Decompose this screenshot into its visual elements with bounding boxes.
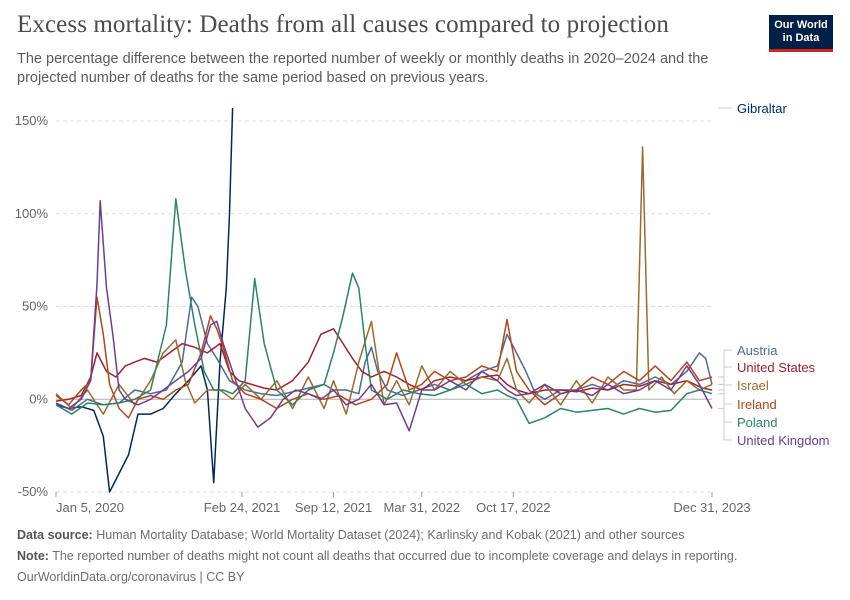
note-label: Note: (17, 549, 49, 563)
series-line-united-states[interactable] (55, 328, 713, 402)
legend-label-ireland[interactable]: Ireland (737, 397, 777, 412)
legend: Gibraltar Austria United States Israel Irela… (718, 101, 830, 448)
x-tick-label: Dec 31, 2023 (673, 500, 750, 515)
x-tick-label: Jan 5, 2020 (56, 500, 124, 515)
x-tick-label: Mar 31, 2022 (384, 500, 461, 515)
legend-connector (718, 366, 732, 391)
grid-lines (56, 120, 712, 493)
chart-title: Excess mortality: Deaths from all causes… (17, 11, 669, 38)
logo-line-2: in Data (782, 32, 820, 44)
owid-logo[interactable]: Our World in Data (769, 15, 833, 52)
series-line-austria[interactable] (55, 296, 713, 412)
source-label: Data source: (17, 528, 93, 542)
series-line-united-kingdom[interactable] (55, 200, 713, 432)
x-tick-label: Feb 24, 2021 (204, 500, 281, 515)
legend-connector (718, 393, 732, 423)
y-tick-label: -50% (18, 484, 49, 499)
legend-label-poland[interactable]: Poland (737, 415, 777, 430)
x-tick-label: Oct 17, 2022 (476, 500, 550, 515)
x-tick-label: Sep 12, 2021 (295, 500, 372, 515)
note-text: The reported number of deaths might not … (52, 549, 738, 563)
legend-connector (718, 383, 732, 386)
data-source: Data source: Human Mortality Database; W… (17, 528, 684, 542)
series-line-gibraltar[interactable] (55, 107, 234, 493)
series-line-poland[interactable] (55, 198, 713, 425)
y-axis: -50% 0% 50% 100% 150% (15, 113, 49, 499)
credit-link[interactable]: OurWorldinData.org/coronavirus | CC BY (17, 570, 245, 584)
legend-connector (718, 376, 732, 405)
series-line-israel[interactable] (55, 146, 713, 415)
legend-label-gibraltar[interactable]: Gibraltar (737, 101, 788, 116)
note: Note: The reported number of deaths migh… (17, 549, 737, 563)
y-tick-label: 150% (15, 113, 49, 128)
source-text: Human Mortality Database; World Mortalit… (96, 528, 685, 542)
y-tick-label: 100% (15, 206, 49, 221)
logo-line-1: Our World (774, 19, 828, 31)
y-tick-label: 0% (29, 391, 48, 406)
series-lines (55, 107, 713, 493)
legend-label-united-states[interactable]: United States (737, 360, 816, 375)
legend-label-israel[interactable]: Israel (737, 378, 769, 393)
x-axis: Jan 5, 2020 Feb 24, 2021 Sep 12, 2021 Mar 3… (55, 492, 751, 515)
legend-label-united-kingdom[interactable]: United Kingdom (737, 433, 830, 448)
y-tick-label: 50% (22, 299, 48, 314)
legend-connector (718, 408, 732, 441)
series-line-ireland[interactable] (55, 296, 713, 419)
legend-label-austria[interactable]: Austria (737, 343, 778, 358)
chart-subtitle: The percentage difference between the re… (17, 51, 709, 86)
